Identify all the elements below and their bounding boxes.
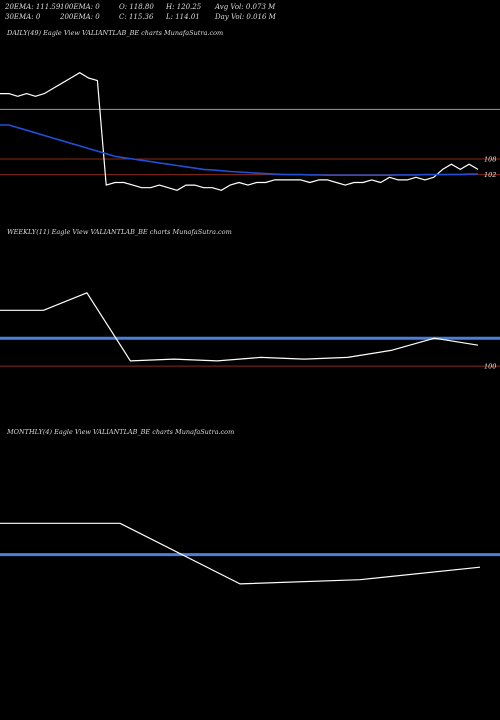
level-label-2: 102 <box>484 171 496 179</box>
ema30-stat: 30EMA: 0 <box>5 13 41 21</box>
level-label-1: 108 <box>484 155 496 163</box>
daily-chart: 108 102 <box>0 72 500 191</box>
ema20-stat: 20EMA: 111.59 <box>5 3 61 11</box>
price-line <box>0 292 479 362</box>
open-stat: O: 118.80 <box>119 3 154 11</box>
daily-chart-title: DAILY(49) Eagle View VALIANTLAB_BE chart… <box>7 29 224 37</box>
ema200-stat: 200EMA: 0 <box>60 13 100 21</box>
close-stat: C: 115.36 <box>119 13 154 21</box>
ema-line <box>0 124 478 176</box>
level-label-1: 100 <box>484 363 496 371</box>
monthly-chart <box>0 522 500 585</box>
day-vol-stat: Day Vol: 0.016 M <box>215 13 276 21</box>
high-stat: H: 120.25 <box>166 3 202 11</box>
avg-vol-stat: Avg Vol: 0.073 M <box>215 3 276 11</box>
ema100-stat: 100EMA: 0 <box>60 3 100 11</box>
low-stat: L: 114.01 <box>166 13 200 21</box>
price-line <box>0 72 479 191</box>
weekly-chart-title: WEEKLY(11) Eagle View VALIANTLAB_BE char… <box>7 228 232 236</box>
weekly-chart: 100 <box>0 292 500 371</box>
price-line <box>0 522 481 585</box>
monthly-chart-title: MONTHLY(4) Eagle View VALIANTLAB_BE char… <box>7 428 235 436</box>
